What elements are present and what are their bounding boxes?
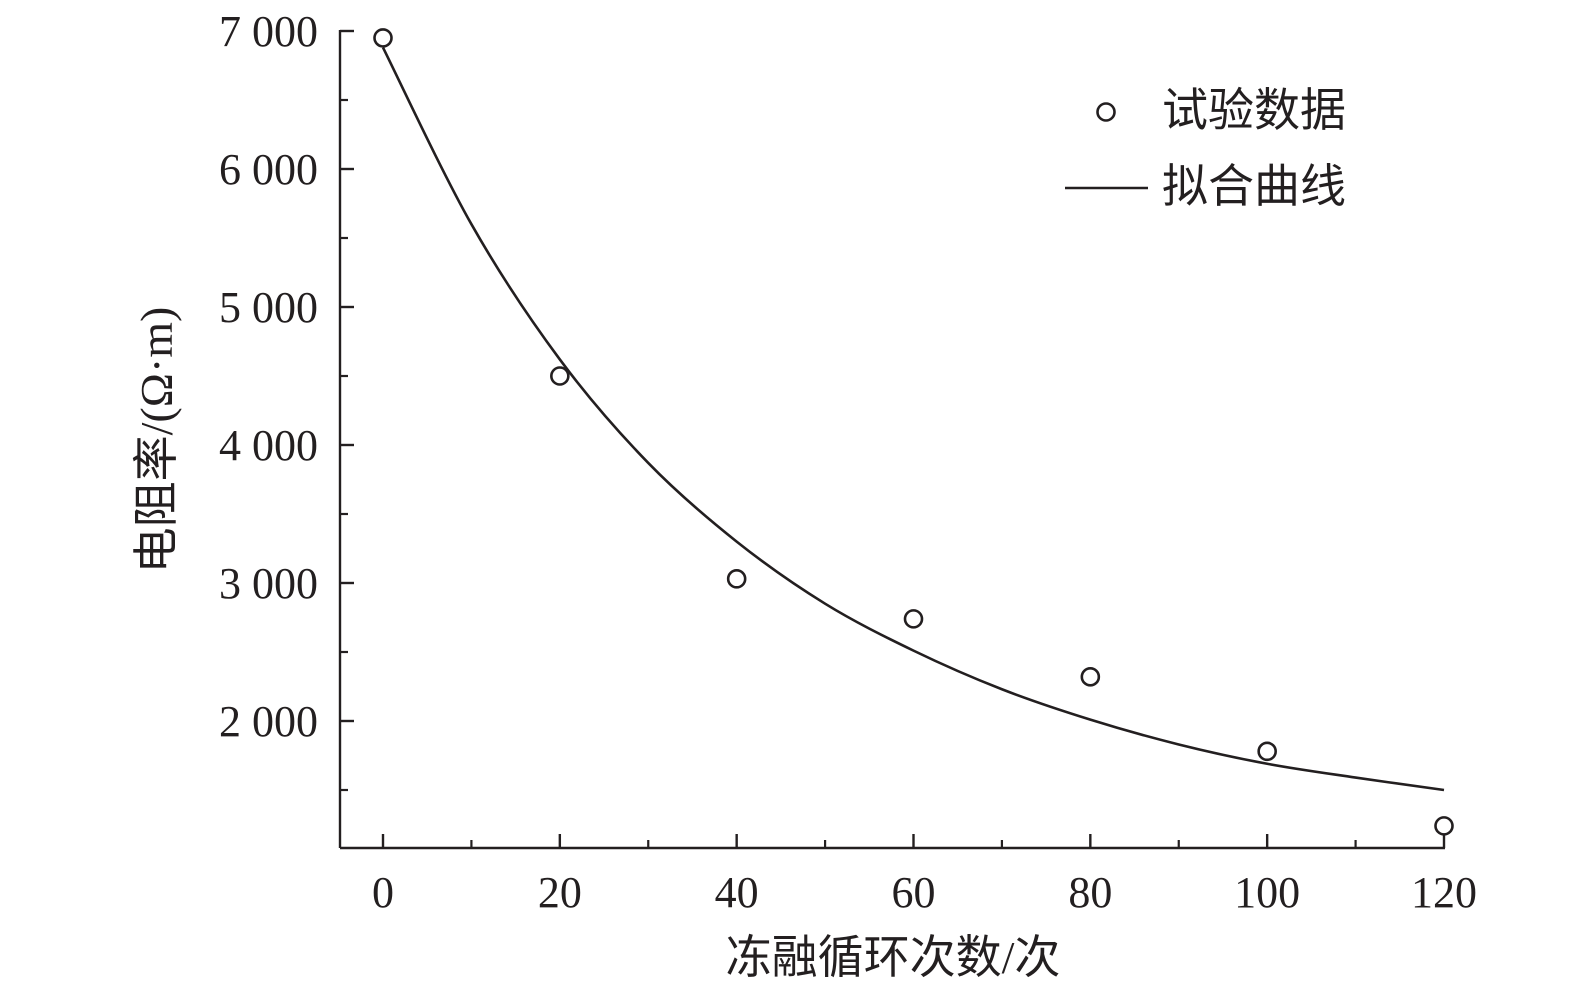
x-tick-label: 80	[1068, 868, 1112, 917]
data-point	[373, 28, 393, 48]
legend: 试验数据 拟合曲线	[1065, 85, 1346, 212]
x-tick-label: 20	[538, 868, 582, 917]
y-axis-title: 电阻率/(Ω·m)	[131, 307, 182, 574]
axes	[338, 30, 1445, 850]
x-tick-label: 60	[892, 868, 936, 917]
y-tick-label: 4 000	[219, 421, 318, 470]
legend-label-data: 试验数据	[1162, 85, 1346, 136]
data-point	[550, 366, 570, 386]
x-tick-label: 0	[372, 868, 394, 917]
x-axis-title: 冻融循环次数/次	[726, 932, 1061, 983]
data-point	[726, 569, 747, 589]
y-tick-label: 6 000	[219, 145, 318, 194]
plot-area	[373, 28, 1454, 836]
data-point	[1257, 741, 1277, 762]
x-tick-label: 100	[1234, 868, 1300, 917]
ticks: 2 000 3 000 4 000 5 000 6 000 7 000 0 20 40 60 80 1…	[219, 7, 1477, 917]
legend-label-fit: 拟合曲线	[1162, 161, 1346, 212]
data-point	[903, 609, 924, 629]
y-tick-label: 5 000	[219, 283, 318, 332]
legend-marker-data	[1096, 102, 1116, 122]
data-point	[1080, 667, 1101, 687]
x-tick-label: 40	[715, 868, 759, 917]
y-tick-label: 7 000	[219, 7, 318, 56]
y-tick-label: 2 000	[219, 697, 318, 746]
y-tick-label: 3 000	[219, 559, 318, 608]
x-tick-label: 120	[1411, 868, 1477, 917]
fit-curve	[381, 46, 1445, 792]
data-point	[1434, 816, 1454, 836]
